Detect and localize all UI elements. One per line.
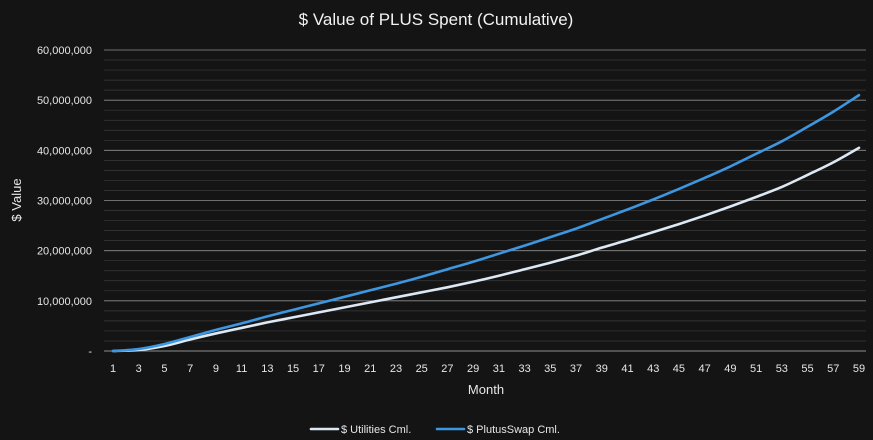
x-tick-label: 53	[776, 363, 788, 375]
x-tick-label: 19	[338, 363, 350, 375]
x-tick-label: 43	[647, 363, 659, 375]
x-tick-label: 31	[493, 363, 505, 375]
x-tick-label: 33	[518, 363, 530, 375]
series-line-plutusswap-cml	[111, 93, 861, 353]
y-tick-label: 40,000,000	[37, 145, 92, 157]
series-line-utilities-cml	[111, 146, 861, 353]
y-tick-label: -	[88, 346, 92, 358]
y-tick-label: 50,000,000	[37, 95, 92, 107]
x-tick-label: 37	[570, 363, 582, 375]
x-tick-label: 57	[827, 363, 839, 375]
x-tick-label: 39	[596, 363, 608, 375]
x-tick-label: 11	[236, 363, 247, 375]
x-tick-label: 1	[110, 363, 116, 375]
x-tick-label: 45	[673, 363, 685, 375]
x-tick-label: 5	[161, 363, 167, 375]
x-axis-title: Month	[468, 382, 504, 397]
x-tick-label: 9	[213, 363, 219, 375]
y-tick-label: 20,000,000	[37, 246, 92, 258]
x-tick-label: 51	[750, 363, 762, 375]
x-tick-label: 41	[621, 363, 633, 375]
x-tick-label: 3	[136, 363, 142, 375]
x-tick-label: 25	[416, 363, 428, 375]
x-tick-label: 47	[699, 363, 711, 375]
x-tick-label: 23	[390, 363, 402, 375]
y-tick-label: 10,000,000	[37, 296, 92, 308]
x-tick-label: 35	[544, 363, 556, 375]
y-axis-title: $ Value	[9, 178, 24, 221]
x-tick-label: 55	[801, 363, 813, 375]
x-tick-label: 29	[467, 363, 479, 375]
legend-label: $ PlutusSwap Cml.	[467, 424, 560, 436]
x-tick-label: 59	[853, 363, 865, 375]
x-tick-label: 7	[187, 363, 193, 375]
legend: $ Utilities Cml. $ PlutusSwap Cml.	[309, 424, 560, 436]
grid-lines	[104, 49, 866, 342]
x-tick-label: 15	[287, 363, 299, 375]
x-tick-label: 27	[441, 363, 453, 375]
axes: - 10,000,000 20,000,000 30,000,000 40,000,00…	[37, 45, 866, 375]
series-lines	[111, 93, 861, 353]
chart-title: $ Value of PLUS Spent (Cumulative)	[299, 10, 574, 29]
legend-label: $ Utilities Cml.	[341, 424, 411, 436]
x-tick-label: 49	[724, 363, 736, 375]
x-tick-label: 17	[313, 363, 325, 375]
x-tick-label: 13	[261, 363, 273, 375]
y-tick-label: 60,000,000	[37, 45, 92, 57]
y-tick-label: 30,000,000	[37, 196, 92, 208]
x-tick-label: 21	[364, 363, 376, 375]
